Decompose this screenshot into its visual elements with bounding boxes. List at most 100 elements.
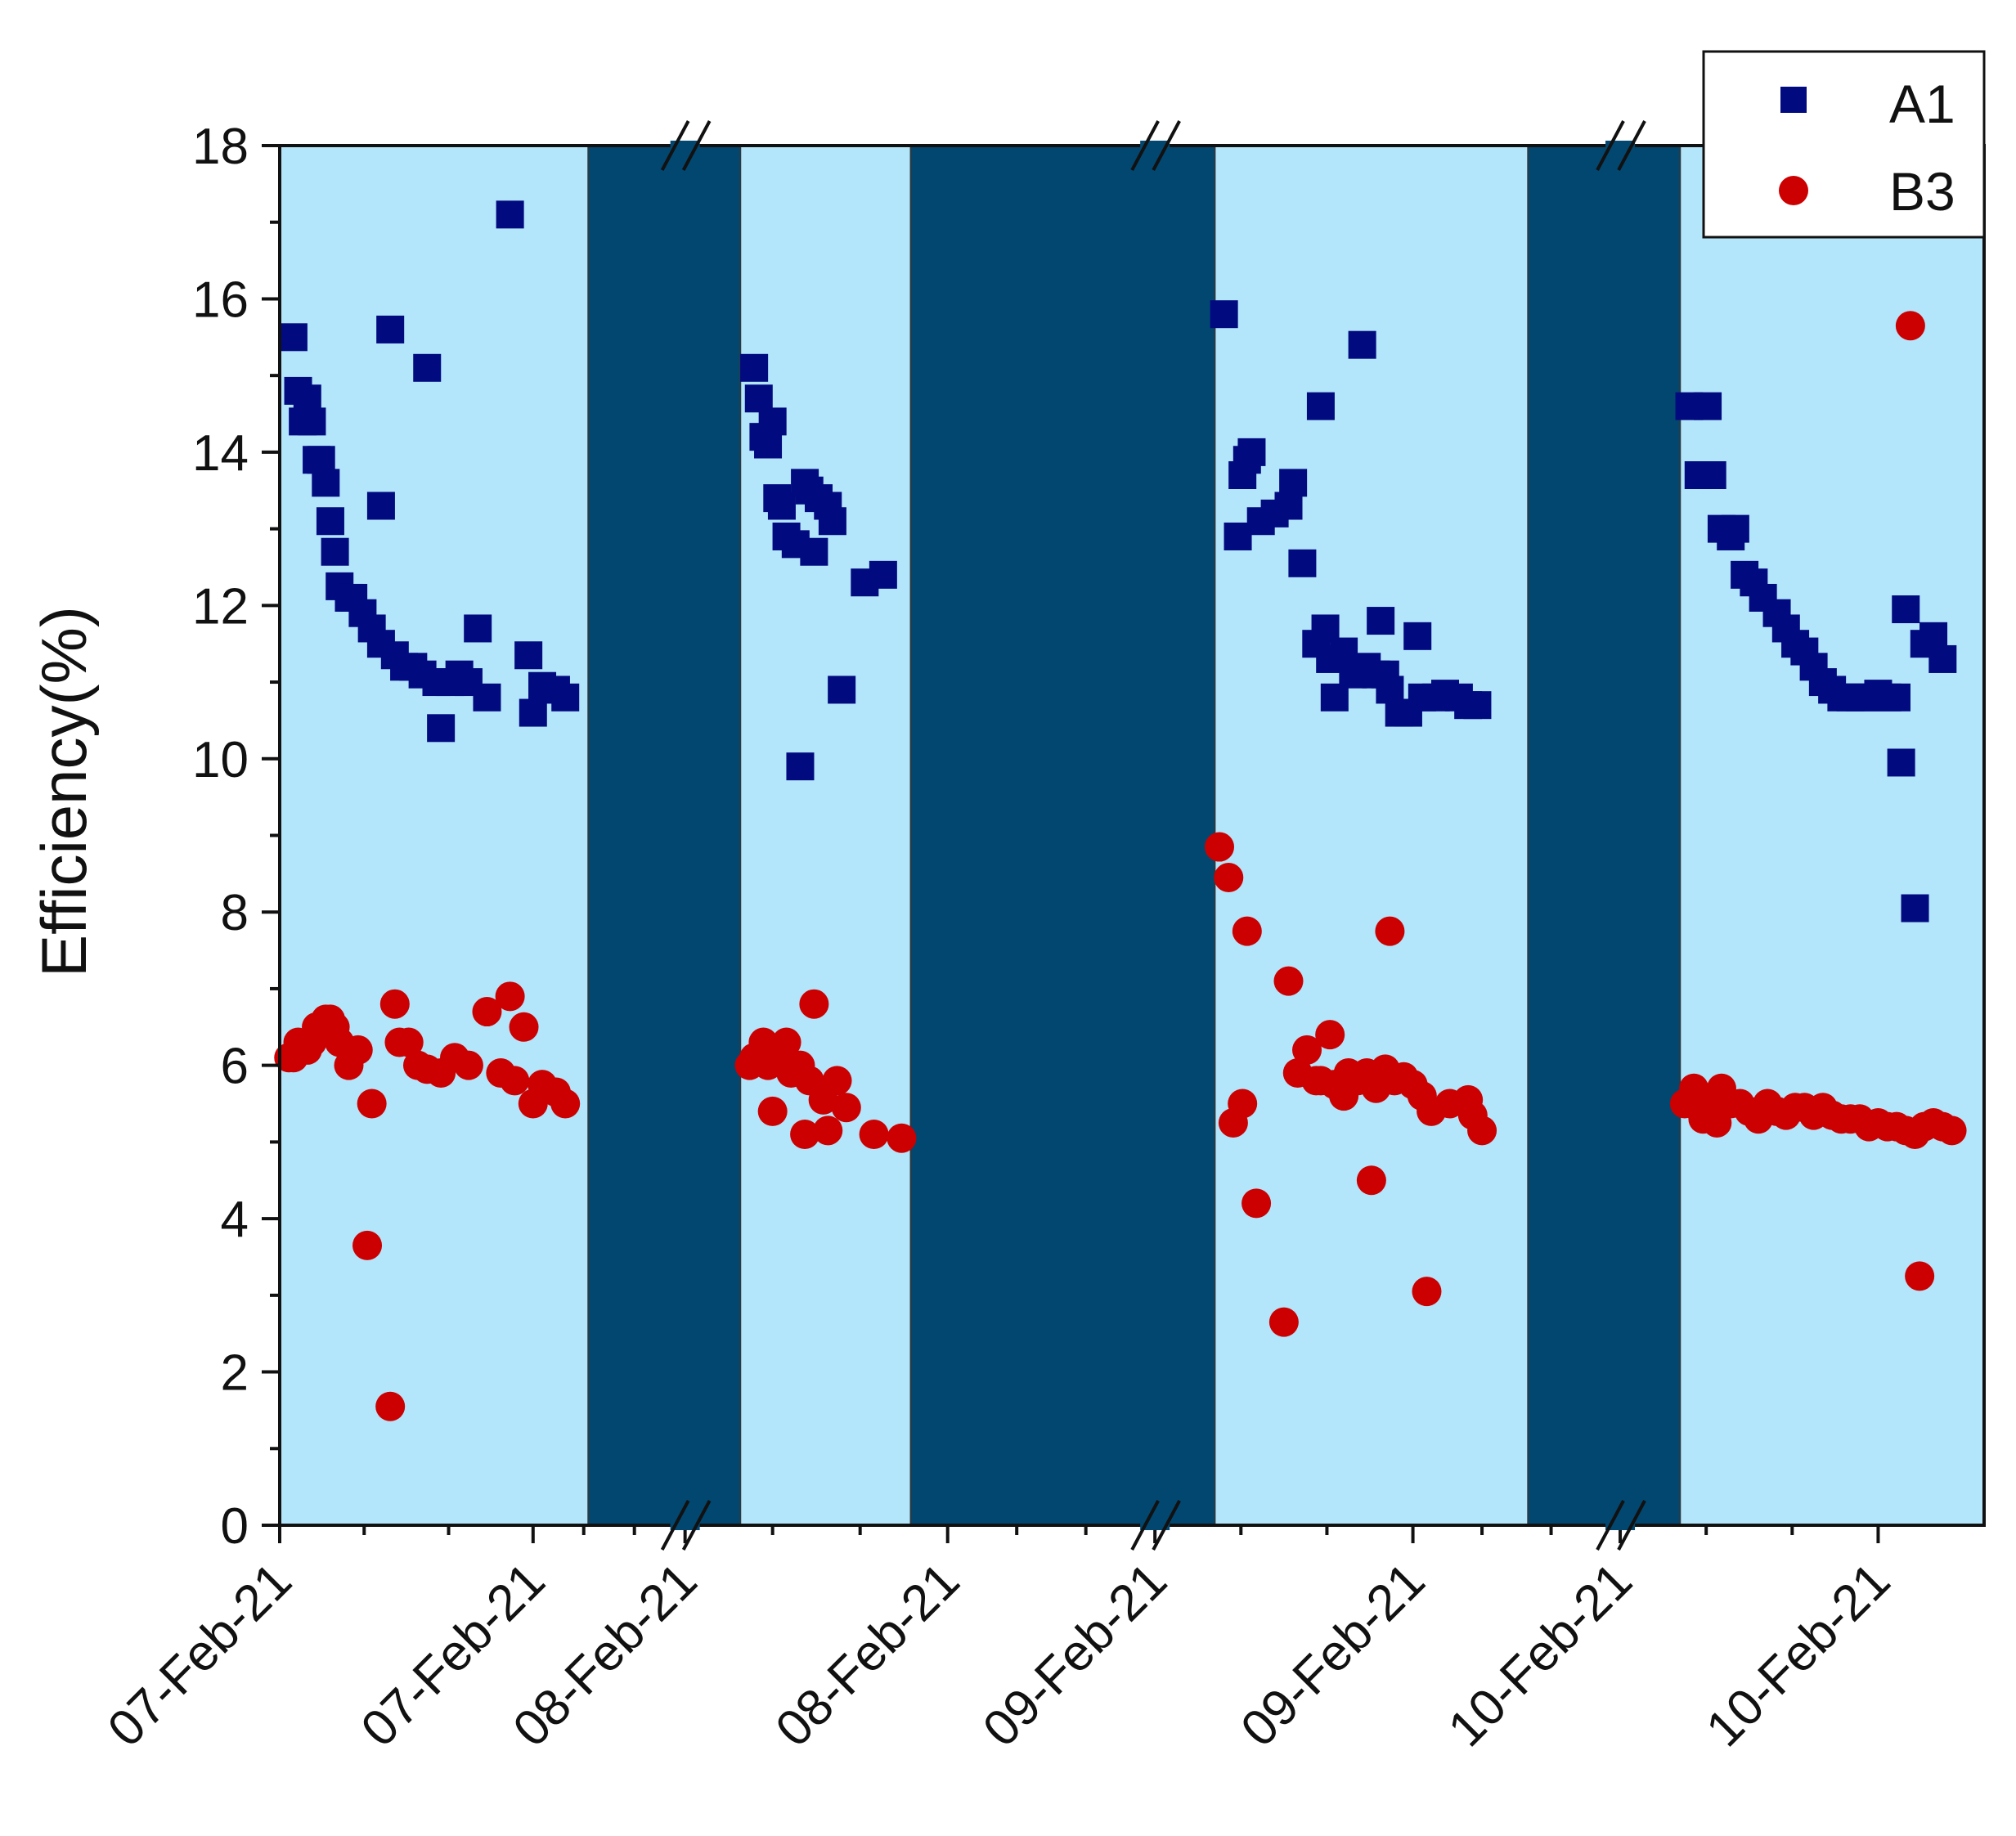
a1-point-72 [1348, 330, 1376, 359]
b3-point-113 [1895, 311, 1925, 341]
b3-point-14 [357, 1089, 387, 1119]
y-tick-label-6: 12 [192, 578, 249, 635]
a1-point-28 [464, 614, 492, 643]
b3-point-48 [813, 1116, 843, 1146]
a1-point-63 [1279, 469, 1308, 497]
axis-break-top-1-0 [1130, 120, 1160, 171]
x-tick-label-6: 10-Feb-21 [1438, 1552, 1643, 1757]
a1-point-48 [800, 537, 828, 566]
b3-point-29 [509, 1012, 539, 1042]
a1-point-86 [1463, 691, 1492, 720]
axis-break-top-0-0 [660, 120, 690, 171]
a1-point-89 [1694, 392, 1722, 420]
a1-point-30 [496, 200, 524, 229]
a1-point-8 [316, 507, 344, 536]
a1-point-13 [366, 492, 395, 520]
x-tick-label-0: 07-Feb-21 [97, 1552, 303, 1757]
x-tick-label-5: 09-Feb-21 [1230, 1552, 1435, 1757]
a1-point-24 [427, 714, 456, 743]
a1-point-64 [1288, 549, 1317, 577]
night-band-5 [1527, 145, 1681, 1526]
day-band-2 [739, 145, 912, 1526]
night-band-1 [587, 145, 742, 1526]
b3-point-33 [550, 1089, 581, 1119]
axis-break-top-2-0 [1596, 120, 1625, 171]
b3-point-40 [771, 1027, 801, 1057]
axis-break-bottom-0-1 [681, 1500, 712, 1551]
a1-point-59 [1237, 438, 1266, 466]
axis-break-bottom-2-1 [1617, 1500, 1646, 1551]
a1-point-51 [818, 507, 846, 536]
b3-point-19 [393, 1027, 424, 1057]
axis-break-bottom-2-0 [1596, 1500, 1625, 1551]
b3-point-56 [1228, 1089, 1258, 1119]
legend-b3-label: B3 [1889, 161, 1955, 222]
a1-point-36 [740, 353, 769, 382]
a1-point-113 [1901, 894, 1929, 922]
a1-point-52 [828, 676, 856, 704]
axis-break-bottom-1-0 [1130, 1500, 1160, 1551]
b3-point-114 [1905, 1261, 1935, 1291]
x-tick-label-7: 10-Feb-21 [1695, 1552, 1901, 1757]
x-tick-label-4: 09-Feb-21 [972, 1552, 1178, 1757]
b3-point-16 [375, 1391, 406, 1421]
a1-point-4 [298, 407, 326, 436]
y-tick-label-5: 10 [192, 732, 249, 788]
a1-point-80 [1403, 622, 1432, 650]
axis-break-top-1-1 [1152, 120, 1181, 171]
day-band-6 [1679, 145, 1986, 1526]
legend: A1 B3 [1702, 50, 1986, 239]
a1-point-93 [1721, 514, 1749, 543]
a1-point-22 [413, 353, 442, 382]
a1-point-17 [376, 315, 405, 343]
b3-point-84 [1467, 1116, 1497, 1146]
axis-break-bottom-0-0 [660, 1500, 690, 1551]
y-tick-label-1: 2 [221, 1345, 249, 1402]
a1-point-66 [1306, 392, 1335, 420]
y-tick-label-8: 16 [192, 272, 249, 328]
day-night-bands [279, 145, 1986, 1526]
legend-box [1702, 50, 1986, 239]
a1-point-0 [279, 323, 308, 352]
y-tick-label-9: 18 [192, 119, 249, 175]
b3-point-65 [1315, 1020, 1345, 1050]
y-tick-label-0: 0 [221, 1498, 249, 1555]
a1-point-55 [1210, 300, 1238, 329]
a1-point-35 [551, 683, 580, 712]
b3-point-62 [1292, 1035, 1322, 1065]
b3-point-46 [799, 989, 829, 1019]
a1-point-111 [1887, 748, 1915, 777]
axis-break-top-0-1 [681, 120, 712, 171]
b3-point-50 [831, 1093, 861, 1123]
b3-point-51 [859, 1120, 889, 1150]
a1-point-75 [1367, 607, 1395, 635]
a1-point-7 [312, 469, 340, 497]
a1-point-116 [1928, 644, 1957, 673]
y-axis-title: Efficiency(%) [28, 606, 100, 977]
axis-break-bottom-1-1 [1152, 1500, 1181, 1551]
b3-point-52 [887, 1123, 917, 1153]
b3-point-27 [495, 981, 525, 1012]
b3-point-54 [1214, 863, 1244, 893]
a1-point-54 [869, 560, 897, 589]
y-tick-label-7: 14 [192, 425, 249, 482]
b3-point-25 [472, 997, 502, 1027]
a1-point-29 [473, 683, 501, 712]
b3-point-59 [1273, 966, 1304, 996]
b3-point-38 [757, 1096, 788, 1126]
b3-point-44 [790, 1120, 820, 1150]
legend-a1-marker [1780, 87, 1807, 113]
day-band-0 [279, 145, 590, 1526]
axis-break-top-2-1 [1617, 120, 1646, 171]
b3-point-57 [1232, 916, 1262, 946]
a1-point-9 [321, 537, 349, 566]
b3-point-60 [1268, 1307, 1299, 1337]
b3-point-118 [1937, 1116, 1967, 1146]
b3-point-49 [822, 1066, 852, 1096]
b3-point-17 [379, 989, 410, 1019]
y-tick-label-3: 6 [221, 1039, 249, 1095]
night-band-3 [909, 145, 1216, 1526]
b3-point-24 [453, 1050, 483, 1080]
b3-point-53 [1205, 832, 1235, 862]
